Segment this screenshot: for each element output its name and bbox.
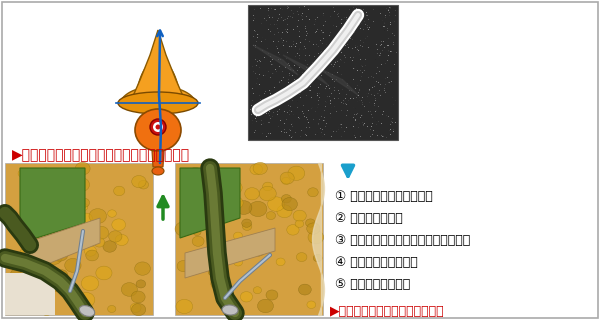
Ellipse shape xyxy=(68,188,81,199)
Ellipse shape xyxy=(32,236,44,247)
Ellipse shape xyxy=(42,180,53,190)
Ellipse shape xyxy=(176,299,193,314)
Ellipse shape xyxy=(54,273,70,285)
Ellipse shape xyxy=(307,223,320,234)
Ellipse shape xyxy=(245,188,259,200)
Ellipse shape xyxy=(249,201,267,217)
Ellipse shape xyxy=(121,283,137,296)
Ellipse shape xyxy=(80,213,92,223)
Ellipse shape xyxy=(77,292,95,307)
Ellipse shape xyxy=(257,299,274,313)
Text: ② スコープを引く: ② スコープを引く xyxy=(335,212,403,225)
Ellipse shape xyxy=(307,301,316,308)
Ellipse shape xyxy=(308,188,318,197)
Ellipse shape xyxy=(195,202,208,213)
Ellipse shape xyxy=(217,298,226,305)
Ellipse shape xyxy=(113,186,125,196)
Ellipse shape xyxy=(18,170,27,177)
Ellipse shape xyxy=(175,222,192,236)
Ellipse shape xyxy=(134,262,151,275)
Ellipse shape xyxy=(52,278,68,292)
Ellipse shape xyxy=(132,175,146,188)
Ellipse shape xyxy=(268,197,284,211)
Ellipse shape xyxy=(73,240,85,250)
Ellipse shape xyxy=(259,186,276,201)
Ellipse shape xyxy=(94,238,105,247)
Ellipse shape xyxy=(236,201,252,214)
Polygon shape xyxy=(180,168,240,238)
Text: ③ スコープのアップアングルを緩める: ③ スコープのアップアングルを緩める xyxy=(335,234,470,247)
Ellipse shape xyxy=(86,250,98,261)
Ellipse shape xyxy=(83,238,94,246)
Ellipse shape xyxy=(131,303,146,316)
Ellipse shape xyxy=(287,225,299,235)
Ellipse shape xyxy=(26,242,38,253)
Ellipse shape xyxy=(59,217,77,232)
Ellipse shape xyxy=(96,266,112,280)
Polygon shape xyxy=(25,218,100,273)
Ellipse shape xyxy=(204,193,217,204)
Ellipse shape xyxy=(136,280,146,288)
Ellipse shape xyxy=(305,219,315,227)
Ellipse shape xyxy=(280,172,294,184)
Ellipse shape xyxy=(81,276,99,291)
Ellipse shape xyxy=(40,168,51,177)
Polygon shape xyxy=(120,60,196,105)
Ellipse shape xyxy=(46,250,62,265)
Ellipse shape xyxy=(282,197,298,211)
Ellipse shape xyxy=(47,213,59,224)
Ellipse shape xyxy=(79,306,95,316)
Text: ① 造影チューブを少し引く: ① 造影チューブを少し引く xyxy=(335,190,433,203)
Ellipse shape xyxy=(296,252,307,261)
Ellipse shape xyxy=(308,231,324,244)
Ellipse shape xyxy=(208,268,217,276)
Ellipse shape xyxy=(47,268,61,279)
Text: ▶これらの操作をほぼ同時に行う: ▶これらの操作をほぼ同時に行う xyxy=(330,305,445,318)
Ellipse shape xyxy=(89,209,107,224)
Ellipse shape xyxy=(135,109,181,151)
Ellipse shape xyxy=(253,162,268,174)
Ellipse shape xyxy=(298,284,311,295)
Ellipse shape xyxy=(281,195,292,203)
Ellipse shape xyxy=(190,167,201,177)
Ellipse shape xyxy=(94,226,109,239)
Ellipse shape xyxy=(254,237,265,246)
Ellipse shape xyxy=(45,235,54,243)
Ellipse shape xyxy=(22,282,31,289)
Ellipse shape xyxy=(107,306,116,313)
Ellipse shape xyxy=(203,213,215,225)
Ellipse shape xyxy=(32,196,48,209)
Text: ④ 左アングルをかける: ④ 左アングルをかける xyxy=(335,256,418,269)
Ellipse shape xyxy=(222,305,238,315)
Polygon shape xyxy=(283,55,328,85)
Ellipse shape xyxy=(229,197,243,209)
Ellipse shape xyxy=(211,276,227,291)
Ellipse shape xyxy=(177,260,190,272)
Ellipse shape xyxy=(130,303,141,312)
Circle shape xyxy=(155,124,161,130)
Ellipse shape xyxy=(276,258,285,266)
Ellipse shape xyxy=(85,246,97,256)
Polygon shape xyxy=(253,45,298,75)
Ellipse shape xyxy=(55,200,68,212)
Ellipse shape xyxy=(242,222,252,230)
Ellipse shape xyxy=(118,92,198,114)
Ellipse shape xyxy=(223,208,238,221)
Ellipse shape xyxy=(313,254,322,262)
Polygon shape xyxy=(20,168,85,243)
Ellipse shape xyxy=(63,229,74,238)
FancyBboxPatch shape xyxy=(5,163,153,315)
Ellipse shape xyxy=(241,292,253,302)
Polygon shape xyxy=(313,65,358,95)
Polygon shape xyxy=(152,151,164,167)
Ellipse shape xyxy=(19,247,35,260)
Ellipse shape xyxy=(152,167,164,175)
Ellipse shape xyxy=(233,232,242,240)
Ellipse shape xyxy=(79,198,89,207)
Text: ▶チューブの先端方向と胆管走行軸を合わせる: ▶チューブの先端方向と胆管走行軸を合わせる xyxy=(12,148,190,162)
Ellipse shape xyxy=(263,182,273,191)
Ellipse shape xyxy=(193,229,201,236)
Ellipse shape xyxy=(107,210,116,217)
Ellipse shape xyxy=(190,202,203,213)
